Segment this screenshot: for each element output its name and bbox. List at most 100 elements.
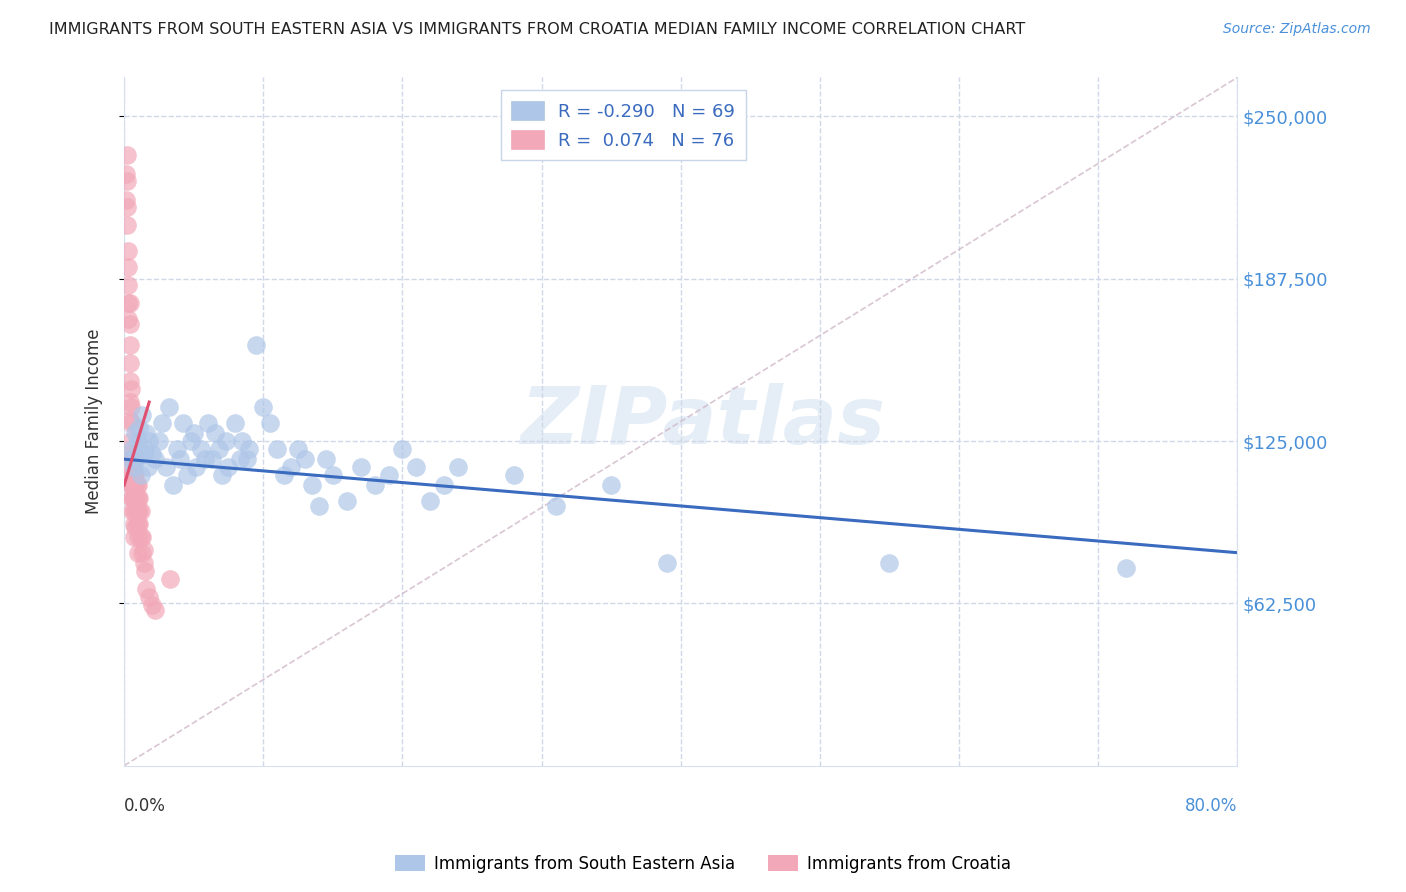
Point [115,174,138,188]
Point [231,434,253,448]
Point [127,434,149,448]
Point [128,517,150,532]
Point [122,478,145,492]
Point [176,467,198,482]
Point [201,452,224,467]
Point [308,499,330,513]
Point [186,460,208,475]
Point [124,426,146,441]
Point [238,442,260,456]
Point [124,519,146,533]
Point [115,148,138,162]
Point [124,452,146,467]
Point [148,434,170,448]
Point [143,452,166,467]
Point [273,467,295,482]
Point [120,434,142,448]
Point [208,442,231,456]
Point [117,312,139,326]
Point [190,442,212,456]
Point [266,442,288,456]
Point [141,447,163,461]
Point [120,452,142,467]
Point [129,467,152,482]
Legend: Immigrants from South Eastern Asia, Immigrants from Croatia: Immigrants from South Eastern Asia, Immi… [389,848,1017,880]
Point [128,491,150,505]
Point [197,416,219,430]
Point [122,491,145,505]
Point [287,442,309,456]
Point [121,467,143,482]
Point [118,374,141,388]
Point [157,401,180,415]
Point [125,504,148,518]
Point [183,426,205,441]
Point [180,434,202,448]
Legend: R = -0.290   N = 69, R =  0.074   N = 76: R = -0.290 N = 69, R = 0.074 N = 76 [501,90,747,161]
Point [419,493,441,508]
Text: 0.0%: 0.0% [124,797,166,814]
Point [127,546,149,560]
Point [162,478,184,492]
Text: 80.0%: 80.0% [1185,797,1237,814]
Point [447,460,470,475]
Point [127,478,149,492]
Point [135,426,157,441]
Point [122,467,145,482]
Y-axis label: Median Family Income: Median Family Income [86,329,103,515]
Point [122,467,145,482]
Point [218,460,240,475]
Point [131,530,153,544]
Point [127,504,149,518]
Point [124,504,146,518]
Point [121,452,143,467]
Point [138,434,160,448]
Point [235,452,257,467]
Point [118,395,141,409]
Point [502,467,524,482]
Point [121,491,143,505]
Point [122,452,145,467]
Point [159,572,181,586]
Point [127,491,149,505]
Point [120,447,142,461]
Point [129,530,152,544]
Point [259,416,281,430]
Point [125,517,148,532]
Point [141,598,163,612]
Point [150,416,173,430]
Point [391,442,413,456]
Point [117,260,139,274]
Point [336,493,359,508]
Point [245,338,267,352]
Point [122,478,145,492]
Point [121,478,143,492]
Point [544,499,567,513]
Point [120,460,142,475]
Point [129,504,152,518]
Point [301,478,323,492]
Point [143,603,166,617]
Point [117,244,139,259]
Point [128,504,150,518]
Point [124,478,146,492]
Point [131,546,153,560]
Point [125,450,148,464]
Point [118,338,141,352]
Point [121,452,143,467]
Point [224,416,246,430]
Point [228,452,250,467]
Point [117,296,139,310]
Point [655,556,678,570]
Point [118,317,141,331]
Point [194,452,217,467]
Point [122,491,145,505]
Point [135,582,157,596]
Text: Source: ZipAtlas.com: Source: ZipAtlas.com [1223,22,1371,37]
Point [132,543,155,558]
Point [124,467,146,482]
Point [433,478,456,492]
Point [405,460,427,475]
Point [128,421,150,435]
Point [879,556,901,570]
